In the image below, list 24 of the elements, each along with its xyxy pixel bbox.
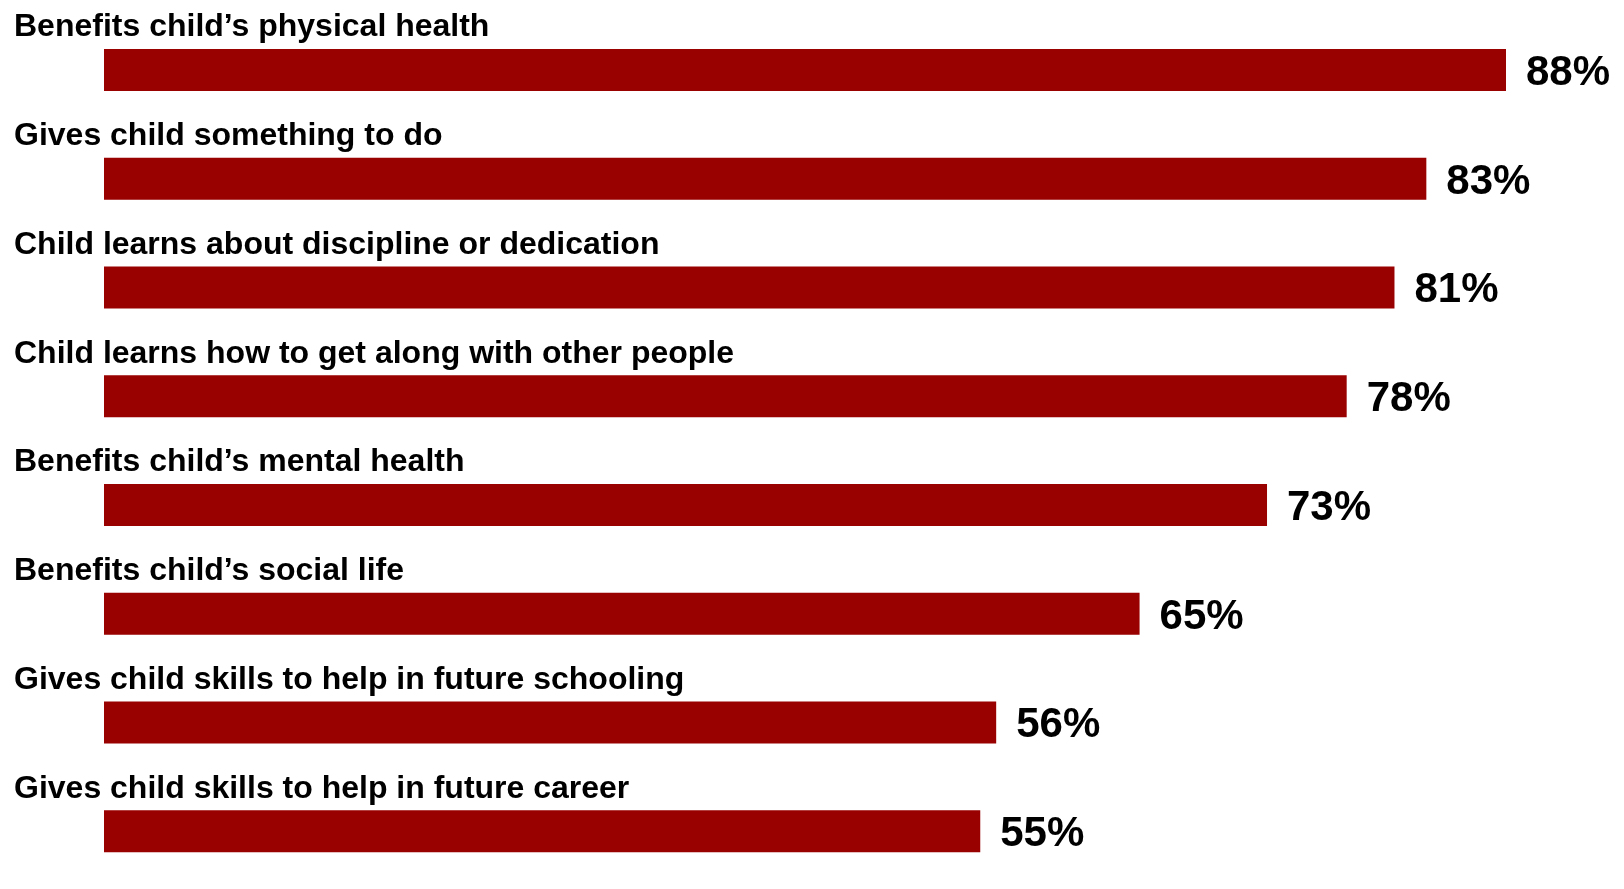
y-tick-label: Benefits child’s physical health	[14, 7, 490, 44]
y-tick-label: Gives child something to do	[14, 116, 443, 153]
y-tick-label: Child learns how to get along with other people	[14, 333, 735, 370]
bar	[104, 592, 1140, 635]
bar	[104, 49, 1506, 91]
y-tick-label: Benefits child’s social life	[14, 551, 405, 588]
data-label: 56%	[1016, 699, 1101, 747]
bar	[104, 266, 1395, 309]
y-tick-label: Child learns about discipline or dedication	[14, 224, 660, 261]
data-label: 83%	[1446, 155, 1531, 203]
data-label: 73%	[1287, 481, 1372, 529]
bar	[104, 810, 981, 853]
y-tick-label: Gives child skills to help in future career	[14, 768, 630, 805]
y-tick-label: Benefits child’s mental health	[14, 442, 465, 479]
data-label: 88%	[1526, 46, 1611, 94]
bar	[104, 375, 1347, 418]
bar	[104, 484, 1268, 526]
data-label: 78%	[1366, 373, 1451, 421]
bar	[104, 701, 997, 744]
data-label: 81%	[1414, 264, 1499, 312]
data-label: 65%	[1159, 590, 1244, 638]
bar	[104, 157, 1427, 200]
data-label: 55%	[1000, 808, 1085, 856]
y-tick-label: Gives child skills to help in future schooling	[14, 659, 685, 696]
